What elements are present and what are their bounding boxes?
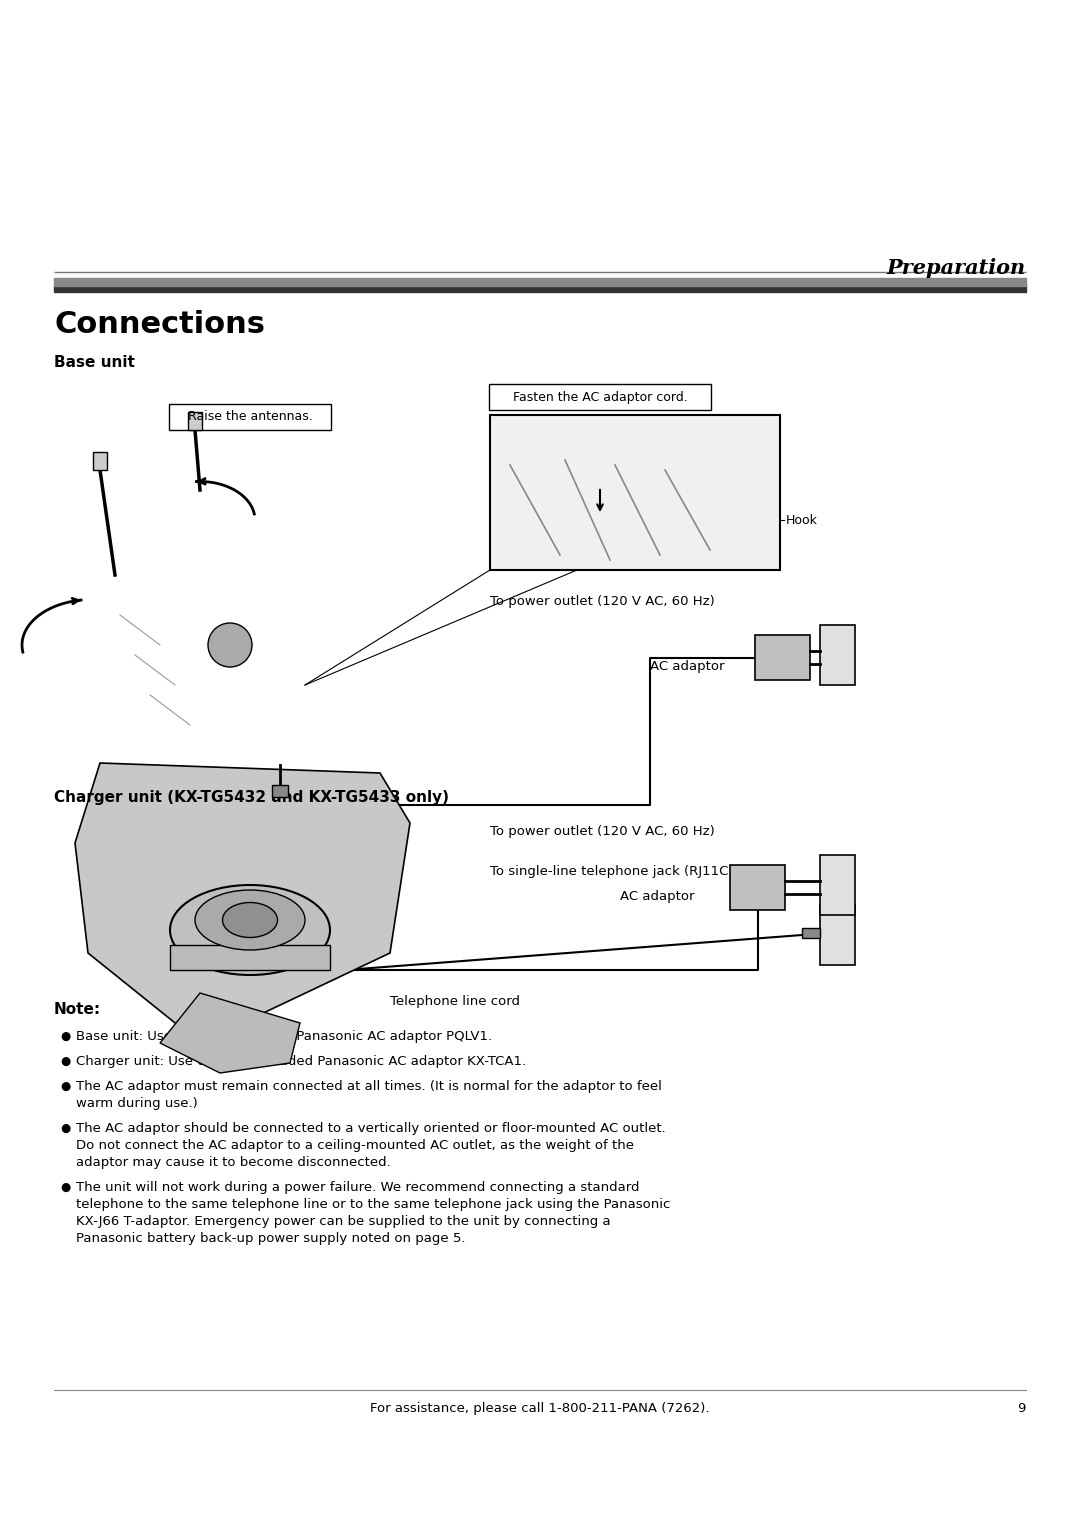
Bar [54,286,1026,292]
Bar [820,625,855,685]
Bar [820,856,855,915]
Text: Hook: Hook [786,513,818,527]
Ellipse shape [195,889,305,950]
Text: Charger unit: Use only the included Panasonic AC adaptor KX-TCA1.: Charger unit: Use only the included Pana… [76,1054,526,1068]
Text: telephone to the same telephone line or to the same telephone jack using the Pan: telephone to the same telephone line or … [76,1198,671,1212]
Text: ●: ● [60,1054,70,1068]
Text: Telephone line cord: Telephone line cord [390,995,519,1008]
FancyBboxPatch shape [489,384,711,410]
Text: 9: 9 [1017,1403,1026,1415]
Text: Raise the antennas.: Raise the antennas. [188,411,312,423]
Text: To single-line telephone jack (RJ11C): To single-line telephone jack (RJ11C) [490,865,733,879]
Polygon shape [160,993,300,1073]
Text: AC adaptor: AC adaptor [620,889,694,903]
Text: ●: ● [60,1030,70,1044]
Text: Charger unit (KX-TG5432 and KX-TG5433 only): Charger unit (KX-TG5432 and KX-TG5433 on… [54,790,449,805]
Bar [54,278,1026,286]
Text: Preparation: Preparation [887,258,1026,278]
Text: Panasonic battery back-up power supply noted on page 5.: Panasonic battery back-up power supply n… [76,1232,465,1245]
Bar [820,905,855,966]
Text: Connections: Connections [54,310,265,339]
Text: The AC adaptor must remain connected at all times. (It is normal for the adaptor: The AC adaptor must remain connected at … [76,1080,662,1093]
Text: AC adaptor: AC adaptor [650,660,725,672]
Text: Base unit: Base unit [54,354,135,370]
Text: To power outlet (120 V AC, 60 Hz): To power outlet (120 V AC, 60 Hz) [490,825,715,837]
Polygon shape [75,762,410,1044]
Text: The AC adaptor should be connected to a vertically oriented or floor-mounted AC : The AC adaptor should be connected to a … [76,1122,665,1135]
Bar [802,927,820,938]
Bar [93,452,107,471]
Bar [170,944,330,970]
Text: The unit will not work during a power failure. We recommend connecting a standar: The unit will not work during a power fa… [76,1181,639,1193]
Text: Fasten the AC adaptor cord.: Fasten the AC adaptor cord. [513,391,687,403]
Text: Note:: Note: [54,1002,102,1018]
Text: warm during use.): warm during use.) [76,1097,198,1109]
Bar [755,636,810,680]
Text: For assistance, please call 1-800-211-PANA (7262).: For assistance, please call 1-800-211-PA… [370,1403,710,1415]
Text: KX-J66 T-adaptor. Emergency power can be supplied to the unit by connecting a: KX-J66 T-adaptor. Emergency power can be… [76,1215,610,1229]
Circle shape [208,623,252,668]
Bar [490,416,780,570]
Text: To power outlet (120 V AC, 60 Hz): To power outlet (120 V AC, 60 Hz) [490,594,715,608]
Bar [188,413,202,429]
Text: ●: ● [60,1080,70,1093]
FancyBboxPatch shape [168,403,330,429]
Bar [730,865,785,911]
Text: Base unit: Use only the included Panasonic AC adaptor PQLV1.: Base unit: Use only the included Panason… [76,1030,492,1044]
Text: ●: ● [60,1122,70,1135]
Text: adaptor may cause it to become disconnected.: adaptor may cause it to become disconnec… [76,1157,391,1169]
Ellipse shape [170,885,330,975]
Ellipse shape [222,903,278,938]
Text: ●: ● [60,1181,70,1193]
Text: Do not connect the AC adaptor to a ceiling-mounted AC outlet, as the weight of t: Do not connect the AC adaptor to a ceili… [76,1138,634,1152]
Bar [272,785,288,798]
